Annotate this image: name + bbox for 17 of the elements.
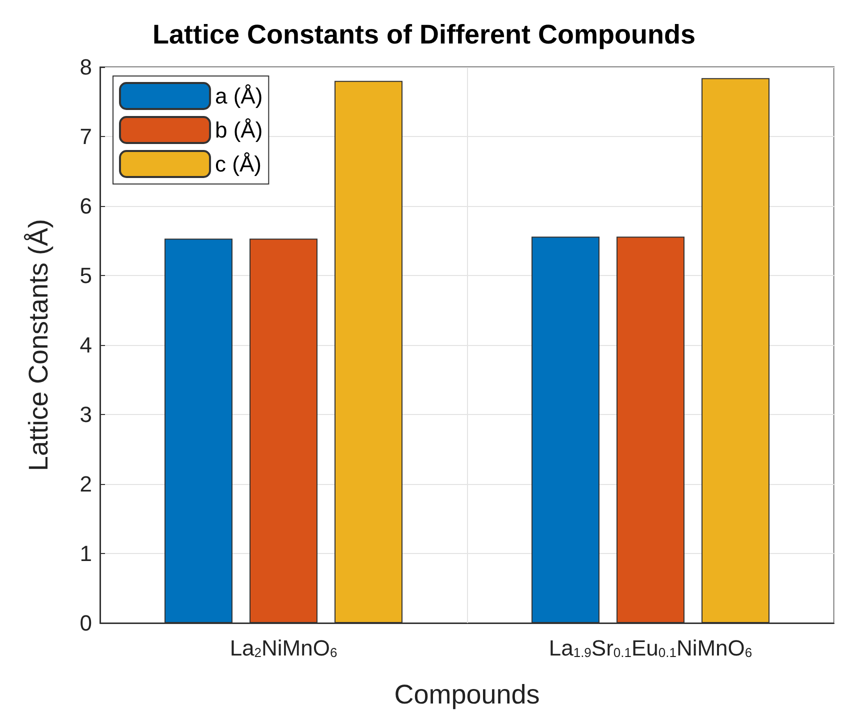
x-tick-label: La2NiMnO6 — [230, 636, 338, 660]
y-tick-label: 4 — [80, 332, 92, 358]
x-tick-label: La1.9Sr0.1Eu0.1NiMnO6 — [548, 636, 752, 660]
y-tick-label: 7 — [80, 124, 92, 149]
legend-label: b (Å) — [215, 118, 263, 142]
y-tick-label: 8 — [80, 54, 92, 80]
chart-title: Lattice Constants of Different Compounds — [152, 20, 696, 50]
y-tick-label: 1 — [80, 541, 92, 566]
y-tick-label: 5 — [80, 263, 92, 288]
legend-label: a (Å) — [215, 84, 263, 108]
x-axis-title: Compounds — [394, 680, 540, 710]
y-tick-label: 6 — [80, 194, 92, 218]
y-tick-label: 3 — [80, 402, 92, 427]
legend-label: c (Å) — [215, 152, 262, 176]
y-tick-label: 2 — [80, 472, 92, 496]
y-tick-label: 0 — [80, 610, 92, 636]
y-axis-title: Lattice Constants (Å) — [24, 218, 54, 472]
